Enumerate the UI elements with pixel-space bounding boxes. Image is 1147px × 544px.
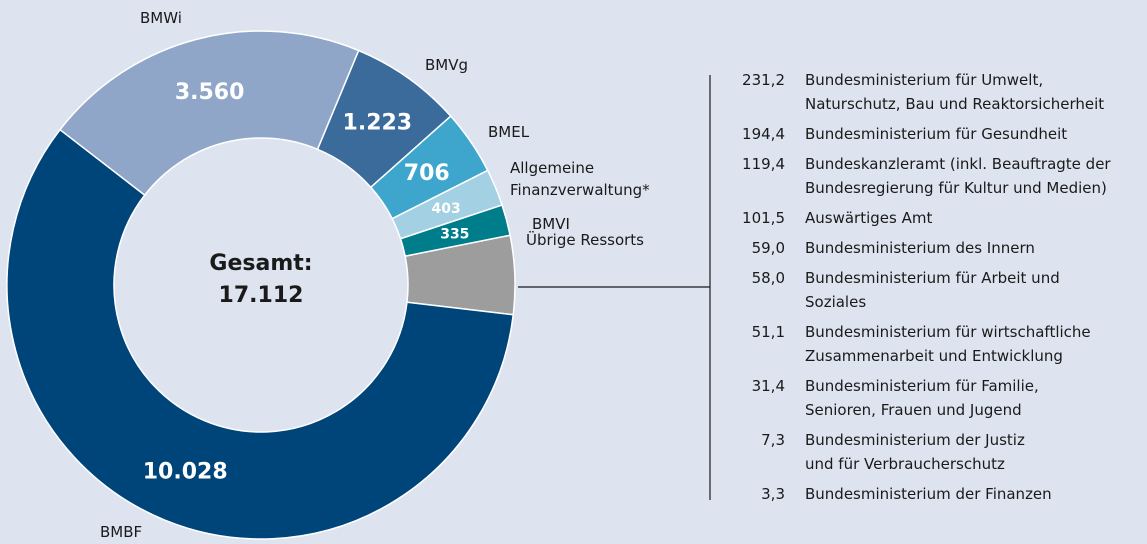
center-total: 17.112 [219, 283, 304, 308]
breakdown-row: 231,2 Bundesministerium für Umwelt, Naturs… [715, 68, 1111, 116]
breakdown-name: Bundesministerium für Gesundheit [805, 122, 1067, 146]
breakdown-name-line: Senioren, Frauen und Jugend [805, 401, 1022, 419]
breakdown-value: 59,0 [751, 239, 785, 257]
value-label: 706 [404, 161, 450, 186]
breakdown-value: 119,4 [742, 155, 785, 173]
slice [6, 128, 515, 540]
value-label: 335 [440, 227, 469, 243]
category-label: BMVg [425, 56, 469, 74]
breakdown-list: 231,2 Bundesministerium für Umwelt, Naturs… [715, 68, 1111, 506]
breakdown-name-line: Bundesministerium der Justiz [805, 431, 1025, 449]
breakdown-row: 58,0 Bundesministerium für Arbeit und Sozi… [715, 266, 1111, 314]
breakdown-name-line: Bundesministerium für Gesundheit [805, 125, 1068, 143]
breakdown-value: 51,1 [751, 323, 785, 341]
breakdown-row: 59,0 Bundesministerium des Innern [715, 236, 1111, 260]
breakdown-name: Bundesministerium für Arbeit und Soziales [805, 266, 1060, 314]
breakdown-value: 3,3 [761, 485, 785, 503]
category-label: BMWi [140, 9, 182, 27]
breakdown-name-line: Naturschutz, Bau und Reaktorsicherheit [805, 95, 1105, 113]
breakdown-row: 51,1 Bundesministerium für wirtschaftlich… [715, 320, 1111, 368]
breakdown-row: 31,4 Bundesministerium für Familie, Senior… [715, 374, 1111, 422]
breakdown-name-line: Bundesministerium für Familie, [805, 377, 1039, 395]
breakdown-name: Bundesministerium für Umwelt, Naturschutz… [805, 68, 1104, 116]
value-label: 403 [432, 201, 461, 217]
category-label: BMBF [100, 523, 143, 541]
slice [58, 30, 360, 197]
breakdown-row: 119,4 Bundeskanzleramt (inkl. Beauftragte… [715, 152, 1111, 200]
value-label: 3.560 [175, 80, 245, 105]
center-label: Gesamt: [209, 251, 312, 276]
breakdown-name-line: Soziales [805, 293, 867, 311]
category-label: BMEL [488, 123, 530, 141]
breakdown-name-line: Zusammenarbeit und Entwicklung [805, 347, 1063, 365]
breakdown-value: 58,0 [751, 269, 785, 287]
breakdown-name-line: Bundesministerium der Finanzen [805, 485, 1052, 503]
breakdown-row: 101,5 Auswärtiges Amt [715, 206, 1111, 230]
breakdown-value: 31,4 [751, 377, 785, 395]
breakdown-value: 194,4 [742, 125, 785, 143]
breakdown-name-line: Bundesministerium für wirtschaftliche [805, 323, 1091, 341]
breakdown-name: Auswärtiges Amt [805, 206, 932, 230]
breakdown-row: 3,3 Bundesministerium der Finanzen [715, 482, 1111, 506]
breakdown-name-line: Bundesregierung für Kultur und Medien) [805, 179, 1107, 197]
breakdown-name-line: Auswärtiges Amt [805, 209, 933, 227]
category-label: BMVI [532, 215, 570, 233]
breakdown-name-line: Bundesministerium für Arbeit und [805, 269, 1060, 287]
category-label: Allgemeine Finanzverwaltung* [510, 159, 650, 199]
breakdown-value: 7,3 [761, 431, 785, 449]
category-label: Übrige Ressorts [526, 231, 645, 249]
breakdown-value: 101,5 [742, 209, 785, 227]
breakdown-name: Bundeskanzleramt (inkl. Beauftragte der B… [805, 152, 1111, 200]
breakdown-row: 194,4 Bundesministerium für Gesundheit [715, 122, 1111, 146]
breakdown-name: Bundesministerium für wirtschaftliche Zus… [805, 320, 1091, 368]
breakdown-name-line: Bundesministerium für Umwelt, [805, 71, 1044, 89]
breakdown-name: Bundesministerium der Justiz und für Verb… [805, 428, 1025, 476]
breakdown-name: Bundesministerium für Familie, Senioren, … [805, 374, 1039, 422]
breakdown-name-line: Bundesministerium des Innern [805, 239, 1035, 257]
breakdown-name-line: und für Verbraucherschutz [805, 455, 1005, 473]
breakdown-name: Bundesministerium der Finanzen [805, 482, 1052, 506]
value-label: 1.223 [343, 111, 413, 136]
breakdown-row: 7,3 Bundesministerium der Justiz und für V… [715, 428, 1111, 476]
breakdown-value: 231,2 [742, 71, 785, 89]
breakdown-name-line: Bundeskanzleramt (inkl. Beauftragte der [805, 155, 1111, 173]
value-label: 10.028 [143, 460, 228, 485]
breakdown-name: Bundesministerium des Innern [805, 236, 1035, 260]
